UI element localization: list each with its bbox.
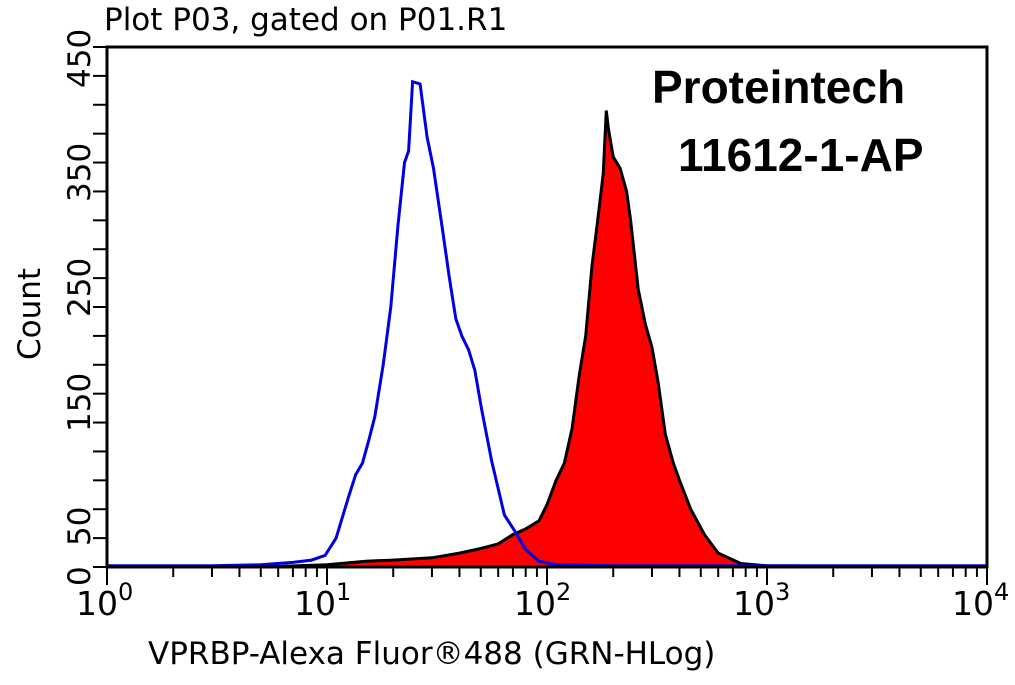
x-tick-label-0: 100 bbox=[76, 578, 134, 623]
plot-curves bbox=[107, 79, 988, 569]
x-tick-label-3: 103 bbox=[733, 578, 791, 623]
y-tick-label-450: 450 bbox=[62, 28, 98, 88]
x-axis-ticks bbox=[106, 567, 988, 585]
y-tick-label-150: 150 bbox=[62, 372, 98, 432]
y-axis-label: Count bbox=[12, 267, 48, 361]
isotype-histogram-outline bbox=[107, 79, 987, 568]
y-tick-label-50: 50 bbox=[62, 506, 98, 546]
watermark-catalog-number: 11612-1-AP bbox=[678, 129, 924, 181]
x-tick-label-1: 101 bbox=[294, 578, 352, 623]
plot-title: Plot P03, gated on P01.R1 bbox=[104, 2, 508, 38]
x-tick-label-2: 102 bbox=[514, 578, 572, 623]
plot-frame bbox=[105, 45, 989, 569]
x-axis-label: VPRBP-Alexa Fluor®488 (GRN-HLog) bbox=[148, 636, 716, 672]
y-tick-label-250: 250 bbox=[62, 257, 98, 317]
y-tick-label-350: 350 bbox=[62, 142, 98, 202]
y-axis-ticks bbox=[93, 46, 107, 568]
y-tick-label-0: 0 bbox=[62, 566, 98, 586]
x-tick-label-4: 104 bbox=[952, 578, 1010, 623]
watermark-brand: Proteintech bbox=[652, 61, 906, 113]
sample-histogram-outline bbox=[107, 110, 988, 569]
